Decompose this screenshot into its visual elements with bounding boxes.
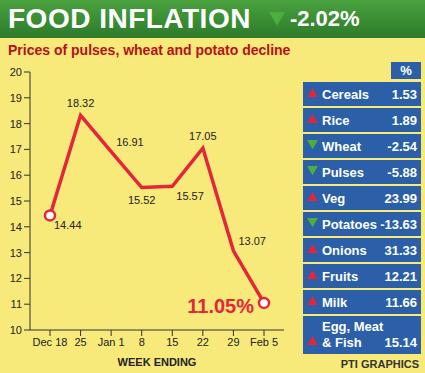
svg-text:Dec 18: Dec 18 (33, 336, 68, 348)
svg-text:8: 8 (139, 336, 145, 348)
html-text:Wheat: Wheat (322, 139, 361, 154)
svg-text:13.07: 13.07 (238, 235, 266, 247)
svg-text:18.32: 18.32 (67, 97, 95, 109)
html-text:Cereals: Cereals (322, 87, 369, 102)
html-text:Rice: Rice (322, 113, 350, 128)
html-text:23.99: 23.99 (384, 191, 417, 206)
html-text:FOOD INFLATION: FOOD INFLATION (8, 3, 251, 34)
html-text:15.14: 15.14 (384, 335, 417, 350)
html-text:Fruits: Fruits (322, 269, 359, 284)
svg-text:25: 25 (74, 336, 86, 348)
svg-text:Jan 1: Jan 1 (98, 336, 125, 348)
html-text:Pulses: Pulses (322, 165, 364, 180)
svg-text:14: 14 (10, 221, 22, 233)
html-text:PTI GRAPHICS: PTI GRAPHICS (340, 358, 419, 370)
svg-text:16: 16 (10, 169, 22, 181)
html-text:12.21: 12.21 (384, 269, 417, 284)
svg-text:WEEK ENDING: WEEK ENDING (118, 356, 197, 368)
svg-text:19: 19 (10, 92, 22, 104)
svg-text:17.05: 17.05 (189, 130, 217, 142)
svg-text:10: 10 (10, 324, 22, 336)
html-text:1.89: 1.89 (391, 113, 417, 128)
svg-text:29: 29 (227, 336, 239, 348)
svg-text:14.44: 14.44 (54, 219, 82, 231)
svg-text:17: 17 (10, 143, 22, 155)
svg-text:12: 12 (10, 272, 22, 284)
svg-text:18: 18 (10, 118, 22, 130)
svg-text:15.52: 15.52 (128, 194, 156, 206)
svg-text:15.57: 15.57 (176, 190, 204, 202)
svg-text:11.05%: 11.05% (187, 295, 254, 317)
html-text:-5.88: -5.88 (387, 165, 417, 180)
html-text:Veg: Veg (322, 191, 346, 206)
svg-text:15: 15 (10, 195, 22, 207)
html-text:Egg, Meat & Fish: Egg, Meat & Fish (322, 319, 384, 350)
html-text:-2.54: -2.54 (387, 139, 417, 154)
html-text:Onions: Onions (322, 243, 367, 258)
html-text:11.66: 11.66 (385, 295, 417, 310)
svg-text:11: 11 (11, 298, 22, 310)
svg-text:22: 22 (197, 336, 209, 348)
svg-text:13: 13 (10, 247, 22, 259)
svg-text:15: 15 (166, 336, 178, 348)
html-text:Prices of pulses, wheat and po: Prices of pulses, wheat and potato decli… (8, 42, 291, 58)
svg-text:Feb 5: Feb 5 (250, 336, 278, 348)
html-text:Milk: Milk (322, 295, 348, 310)
html-text:1.53: 1.53 (391, 87, 417, 102)
svg-text:16.91: 16.91 (116, 136, 144, 148)
html-text:-2.02%: -2.02% (289, 6, 360, 31)
html-text:31.33: 31.33 (384, 243, 417, 258)
svg-text:20: 20 (10, 66, 22, 78)
html-text:Potatoes -13.63: Potatoes -13.63 (322, 217, 417, 232)
